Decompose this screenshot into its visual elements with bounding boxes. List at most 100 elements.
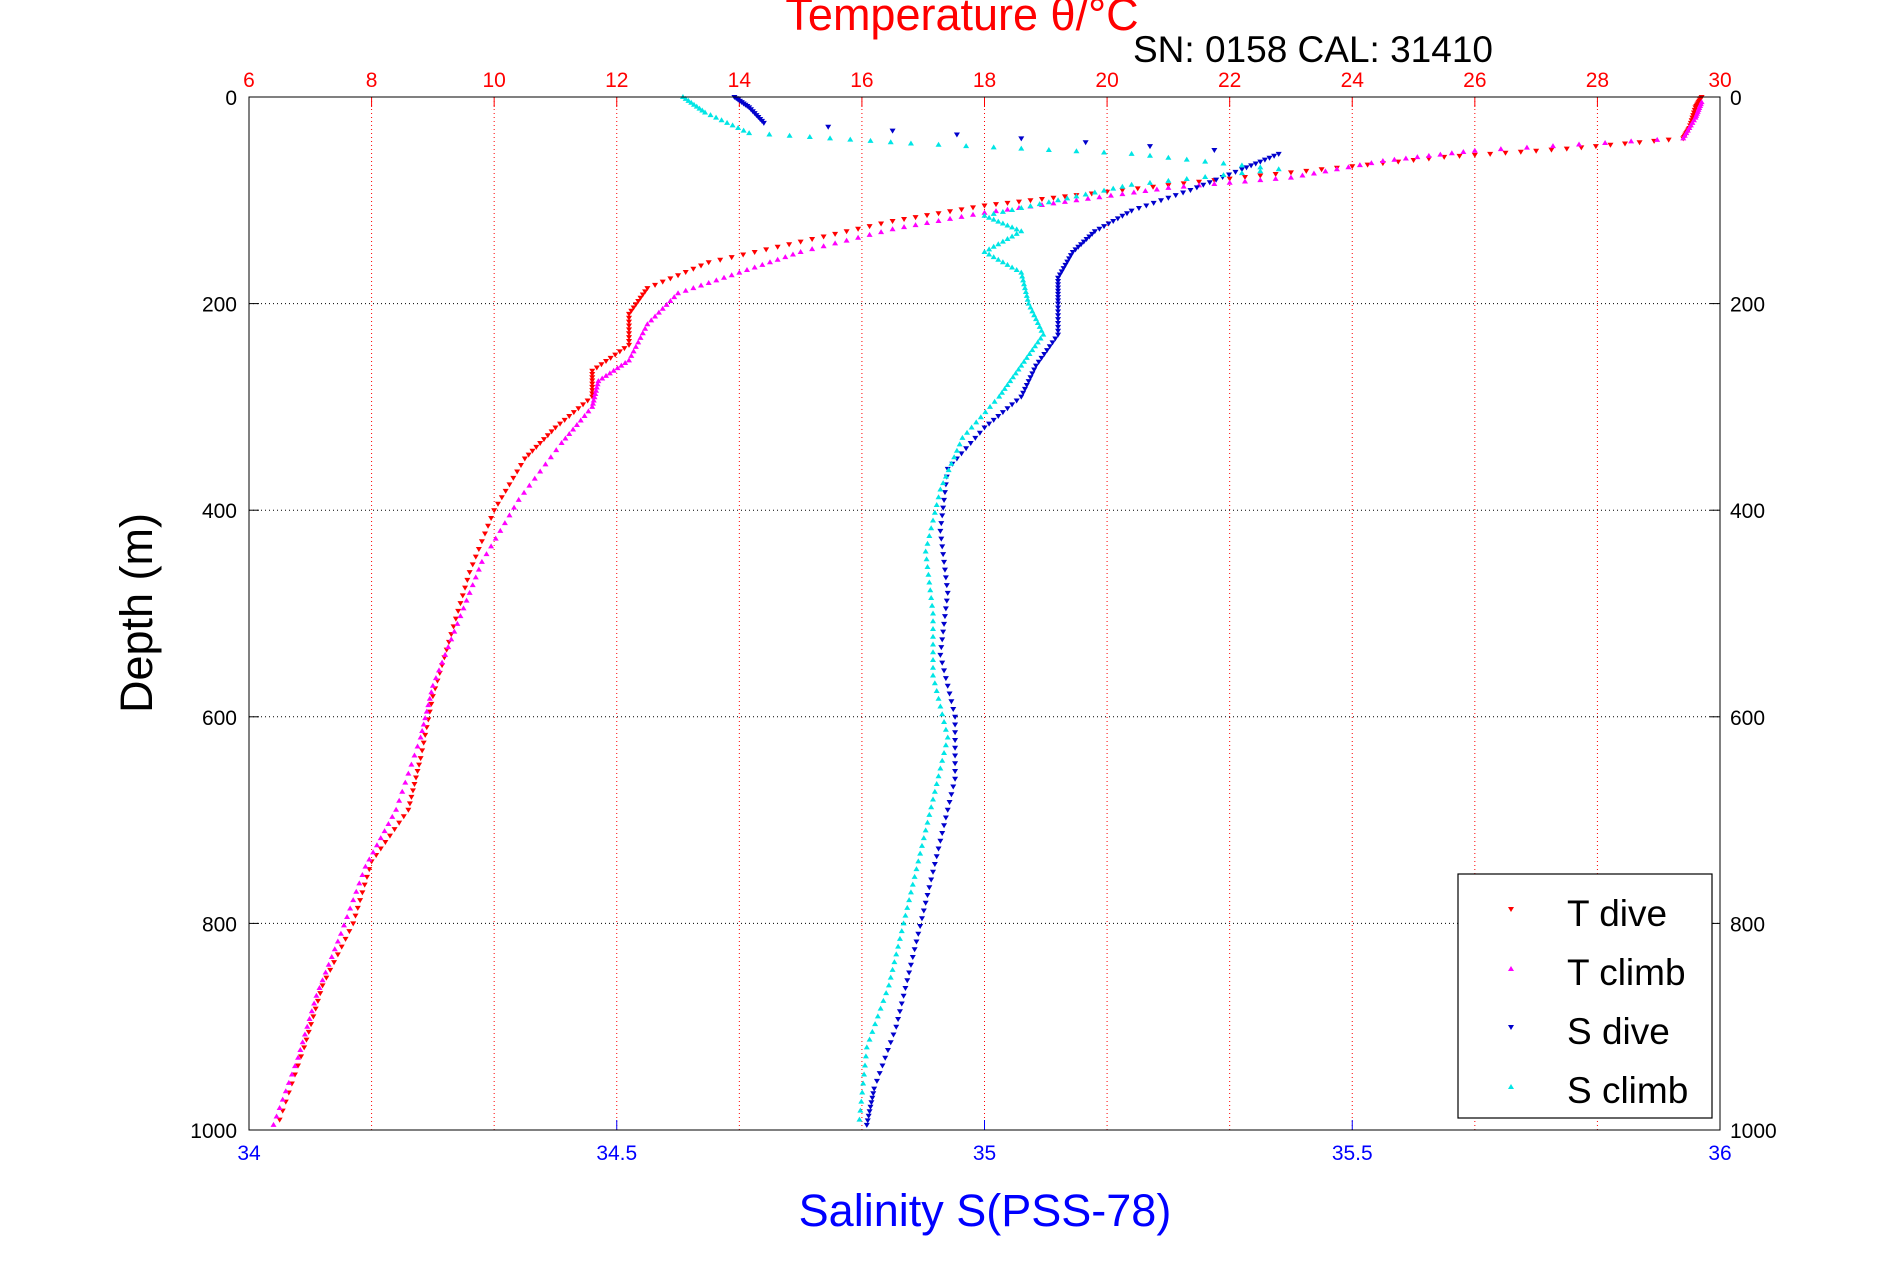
data-point	[939, 757, 946, 763]
data-point	[940, 552, 947, 558]
data-point	[1021, 285, 1028, 291]
data-point	[927, 587, 934, 593]
data-point	[941, 559, 948, 565]
data-point	[858, 1098, 865, 1104]
data-point	[270, 1121, 277, 1127]
data-point	[506, 482, 513, 488]
data-point	[1056, 272, 1063, 278]
data-point	[542, 461, 549, 467]
data-point	[1322, 168, 1329, 174]
data-point	[1119, 188, 1126, 194]
data-point	[652, 313, 659, 319]
data-point	[1020, 390, 1027, 396]
data-point	[411, 781, 418, 787]
data-point	[1055, 328, 1062, 334]
data-point	[429, 694, 436, 700]
data-point	[952, 753, 959, 759]
data-point	[1049, 340, 1056, 346]
data-point	[941, 614, 948, 620]
data-point	[1041, 351, 1048, 357]
data-point	[463, 597, 470, 603]
data-point	[566, 431, 573, 437]
temperature-tick-labels: 6 8 10 12 14 16 18 20 22 24 26 28 30	[243, 69, 1732, 107]
data-point	[285, 1079, 292, 1085]
data-point	[350, 897, 357, 903]
data-point	[295, 1054, 302, 1060]
data-point	[867, 1104, 874, 1110]
data-point	[981, 425, 988, 431]
data-point	[279, 1096, 286, 1102]
data-point	[964, 429, 971, 435]
legend: T dive T climb S dive S climb	[1457, 873, 1713, 1119]
data-point	[417, 734, 424, 740]
data-point	[702, 109, 709, 115]
data-point	[276, 1105, 283, 1111]
data-point	[492, 535, 499, 541]
data-point	[937, 765, 944, 771]
data-point	[301, 1045, 308, 1051]
data-point	[1036, 323, 1043, 329]
data-point	[797, 248, 804, 254]
data-point	[786, 132, 793, 138]
data-point	[938, 645, 945, 651]
data-point	[544, 433, 551, 439]
data-point	[986, 246, 993, 252]
data-point	[1165, 184, 1172, 190]
data-point	[308, 1008, 315, 1014]
legend-marker-s-climb	[1508, 1084, 1514, 1089]
data-point	[685, 97, 692, 103]
data-point	[637, 295, 644, 301]
data-point	[362, 863, 369, 869]
data-point	[561, 417, 568, 423]
data-point	[890, 1032, 897, 1038]
data-point	[1460, 149, 1467, 155]
data-point	[1067, 253, 1074, 259]
data-point	[592, 390, 599, 396]
data-point	[809, 237, 816, 243]
data-point	[766, 131, 773, 137]
data-point	[855, 226, 862, 232]
data-point	[956, 441, 963, 447]
data-point	[972, 435, 979, 441]
data-point	[1032, 363, 1039, 369]
data-point	[911, 947, 918, 953]
data-point	[1232, 169, 1239, 175]
data-point	[935, 141, 942, 147]
data-point	[942, 575, 949, 581]
data-point	[414, 769, 421, 775]
data-point	[1172, 193, 1179, 199]
data-point	[414, 743, 421, 749]
data-point	[931, 680, 938, 686]
temperature-tick-label: 6	[243, 69, 255, 92]
data-point	[1072, 247, 1079, 253]
data-point	[366, 856, 373, 862]
data-point	[885, 982, 892, 988]
temperature-tick-label: 14	[728, 69, 752, 92]
data-point	[478, 558, 485, 564]
data-point	[958, 451, 965, 457]
depth-tick-label-right: 200	[1730, 294, 1765, 317]
data-point	[1275, 151, 1282, 157]
data-point	[942, 473, 949, 479]
data-point	[1045, 146, 1052, 152]
data-point	[991, 398, 998, 404]
data-point	[1027, 304, 1034, 310]
data-point	[454, 620, 461, 626]
data-point	[1024, 296, 1031, 302]
data-point	[713, 277, 720, 283]
data-point	[1004, 406, 1011, 412]
data-point	[589, 400, 596, 406]
data-point	[399, 788, 406, 794]
data-point	[466, 570, 473, 576]
salinity-tick-label: 35.5	[1332, 1142, 1373, 1165]
data-point	[497, 527, 504, 533]
data-point	[1050, 195, 1057, 201]
data-point	[353, 888, 360, 894]
data-point	[405, 770, 412, 776]
data-point	[1021, 386, 1028, 392]
data-point	[935, 773, 942, 779]
data-point	[865, 1113, 872, 1119]
data-point	[618, 362, 625, 368]
data-point	[1004, 261, 1011, 267]
